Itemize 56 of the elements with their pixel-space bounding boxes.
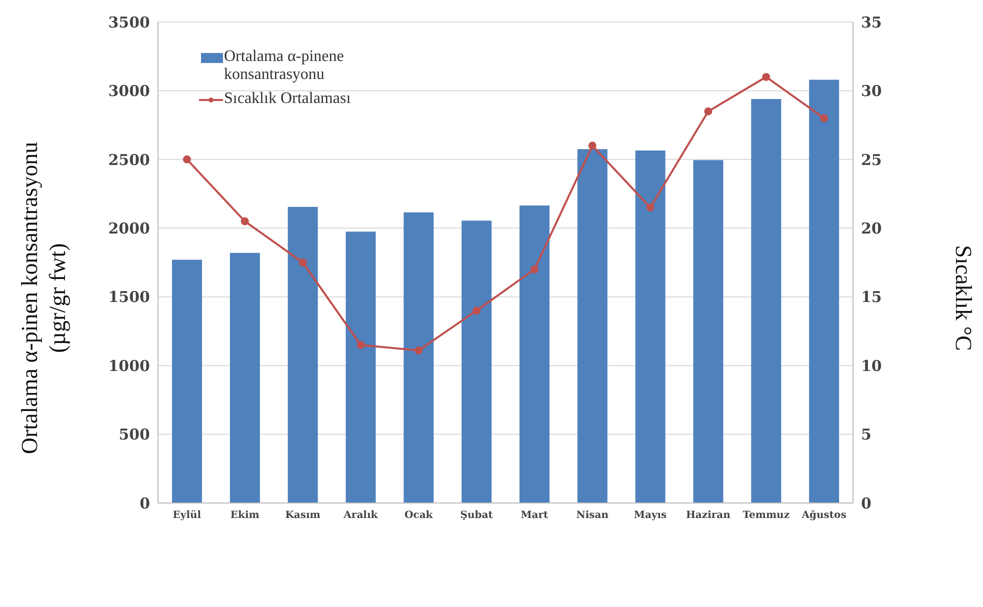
x-tick-label: Eylül	[172, 510, 202, 522]
legend-label: Sıcaklık Ortalaması	[224, 90, 351, 108]
y-tick-label: 1500	[108, 288, 150, 306]
point	[240, 217, 249, 226]
x-tick-label: Ağustos	[800, 510, 847, 522]
y2-tick-label: 10	[861, 356, 882, 375]
y-tick-label: 2000	[108, 219, 150, 238]
point	[588, 142, 596, 150]
point	[530, 265, 538, 274]
bar	[288, 206, 318, 503]
point	[472, 306, 481, 315]
legend-label: Ortalama α-pinene konsantrasyonu	[224, 48, 345, 84]
y-tick-label: 500	[118, 426, 150, 444]
y-tick-label: 3500	[108, 13, 150, 32]
x-tick-label: Ocak	[404, 510, 434, 522]
x-tick-label: Nisan	[576, 510, 610, 522]
bar	[404, 212, 434, 503]
bar	[751, 98, 782, 503]
y-axis-title: Ortalama α-pinen konsantrasyonu (µgr/gr fwt)	[16, 140, 71, 456]
y-tick-label: 0	[140, 494, 150, 512]
y-tick-label: 3000	[108, 82, 150, 100]
y2-axis-title: Sıcaklık °C	[950, 244, 977, 353]
x-tick-label: Ekim	[230, 510, 260, 522]
y-tick-label: 2500	[108, 150, 150, 169]
y2-tick-label: 0	[861, 494, 872, 512]
point	[704, 107, 712, 116]
y-tick-label: 1000	[108, 356, 150, 375]
bar	[693, 160, 724, 503]
x-tick-label: Temmuz	[742, 510, 790, 522]
y2-tick-label: 20	[861, 219, 882, 238]
x-tick-label: Kasım	[285, 510, 321, 522]
y2-tick-label: 35	[861, 13, 882, 32]
bar	[346, 232, 376, 503]
bar	[635, 150, 666, 503]
point	[820, 114, 828, 122]
bar	[577, 149, 608, 503]
point	[356, 340, 365, 349]
y2-tick-label: 25	[861, 150, 882, 169]
x-tick-label: Şubat	[460, 510, 494, 522]
bar	[172, 260, 202, 503]
point	[762, 72, 770, 81]
x-tick-label: Aralık	[342, 510, 379, 522]
bar	[462, 220, 492, 503]
y2-tick-label: 15	[861, 288, 882, 306]
bar	[230, 252, 260, 503]
y2-tick-label: 5	[861, 426, 872, 444]
point	[298, 258, 307, 266]
bar	[809, 80, 840, 503]
x-tick-label: Mart	[520, 510, 549, 522]
x-tick-label: Mayıs	[634, 510, 668, 522]
y2-tick-label: 30	[861, 82, 882, 100]
x-tick-label: Haziran	[686, 510, 732, 522]
point	[182, 155, 191, 164]
point	[646, 204, 654, 212]
bar	[520, 205, 550, 503]
point	[414, 346, 423, 354]
